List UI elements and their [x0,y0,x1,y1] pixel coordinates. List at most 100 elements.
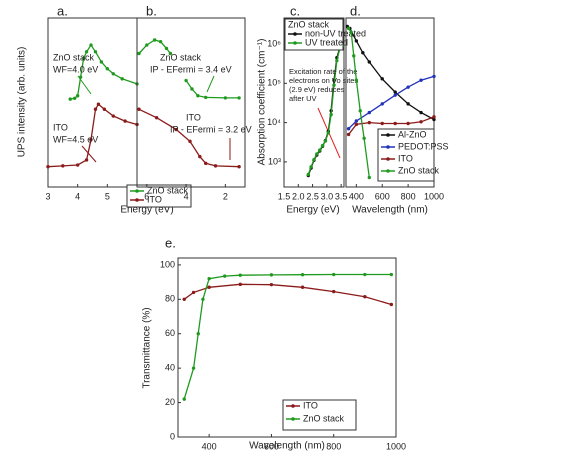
y-tick-label: 80 [165,294,175,304]
series-line [348,28,370,178]
series-line [307,44,344,176]
data-point [111,114,115,118]
legend-label: ITO [147,194,162,204]
data-point [182,397,186,401]
data-point [75,94,80,98]
data-point [354,39,359,43]
data-point [182,297,186,302]
data-point [380,77,384,81]
data-point [61,164,65,168]
data-point [207,285,211,289]
data-point [363,272,367,277]
data-point [191,366,196,370]
data-point [332,272,336,277]
y-tick-label: 10⁴ [267,117,281,127]
legend-marker [386,145,390,149]
data-point [68,97,72,101]
y-tick-label: 40 [165,363,175,373]
data-point [137,51,141,56]
plot-frame [283,17,345,188]
legend-label: ITO [303,400,318,410]
data-point [315,152,319,156]
data-point [81,56,86,61]
legend-marker [291,404,295,408]
x-tick-label: 3.0 [321,191,334,201]
y-tick-label: 60 [165,328,175,338]
legend-label: ZnO stack [147,185,189,195]
data-point [393,93,397,97]
annotation: WF=4.5 eV [53,134,98,144]
annotation: after UV [289,94,317,103]
data-point [213,164,218,168]
data-point [168,51,173,56]
data-point [137,107,141,111]
data-point [120,77,124,81]
data-point [389,272,394,277]
data-point [105,67,110,71]
data-point [154,116,159,120]
x-tick-label: 2.0 [292,191,305,201]
panel-label: b. [146,3,157,18]
data-point [335,58,339,63]
data-point [89,137,93,142]
data-point [237,96,241,100]
data-point [188,139,192,144]
series-line [307,45,344,175]
data-point [84,158,89,162]
annotation: IP - EFermi = 3.2 eV [170,124,252,134]
data-point [238,282,242,287]
data-point [326,131,330,135]
data-point [393,121,397,126]
y-tick-label: 10⁶ [267,38,281,48]
data-point [363,295,367,299]
data-point [78,75,83,79]
series-line [183,273,392,400]
data-point [432,117,436,122]
data-point [93,107,98,111]
data-point [393,90,397,94]
data-point [198,154,202,159]
data-point [152,38,157,42]
x-tick-label: 1.5 [278,191,291,201]
annotation: ZnO stack [160,52,202,62]
data-point [73,96,77,100]
data-point [432,74,436,79]
legend-label: Al-ZnO [398,129,427,139]
series-line [348,116,435,135]
data-point [269,273,274,277]
legend-label: ZnO stack [303,413,345,423]
legend-marker [135,198,139,202]
data-point [111,72,115,76]
x-tick-label: 1000 [424,191,444,201]
data-point [349,30,353,34]
x-tick-label: 800 [326,441,341,451]
panel: e.Wavelength (nm)Transmittance (%)400 600… [142,235,406,451]
data-point [99,60,104,64]
x-tick-label: 2 [223,191,228,201]
x-tick-label: 3 [45,191,50,201]
panel-label: e. [165,235,176,250]
annotation: electrons on Vo sites [289,76,358,85]
data-point [306,172,310,177]
data-point [323,139,328,143]
data-point [300,272,305,277]
y-tick-label: 10⁵ [267,78,281,88]
data-point [204,161,208,166]
data-point [389,302,394,307]
x-tick-label: 3.5 [335,191,348,201]
annotation: IP - EFermi = 3.4 eV [150,64,232,74]
data-point [223,274,227,278]
legend-marker [293,32,297,36]
x-axis-label: Wavelength (nm) [249,441,325,452]
arrow [206,75,215,93]
data-point [406,102,410,106]
data-point [354,122,359,127]
x-tick-label: 2.5 [306,191,319,201]
data-point [406,85,410,89]
data-point [84,50,89,54]
y-axis-label: Transmittance (%) [142,307,153,388]
legend-label: ZnO stack [398,165,440,175]
plot-frame [47,17,138,188]
data-point [354,78,359,82]
